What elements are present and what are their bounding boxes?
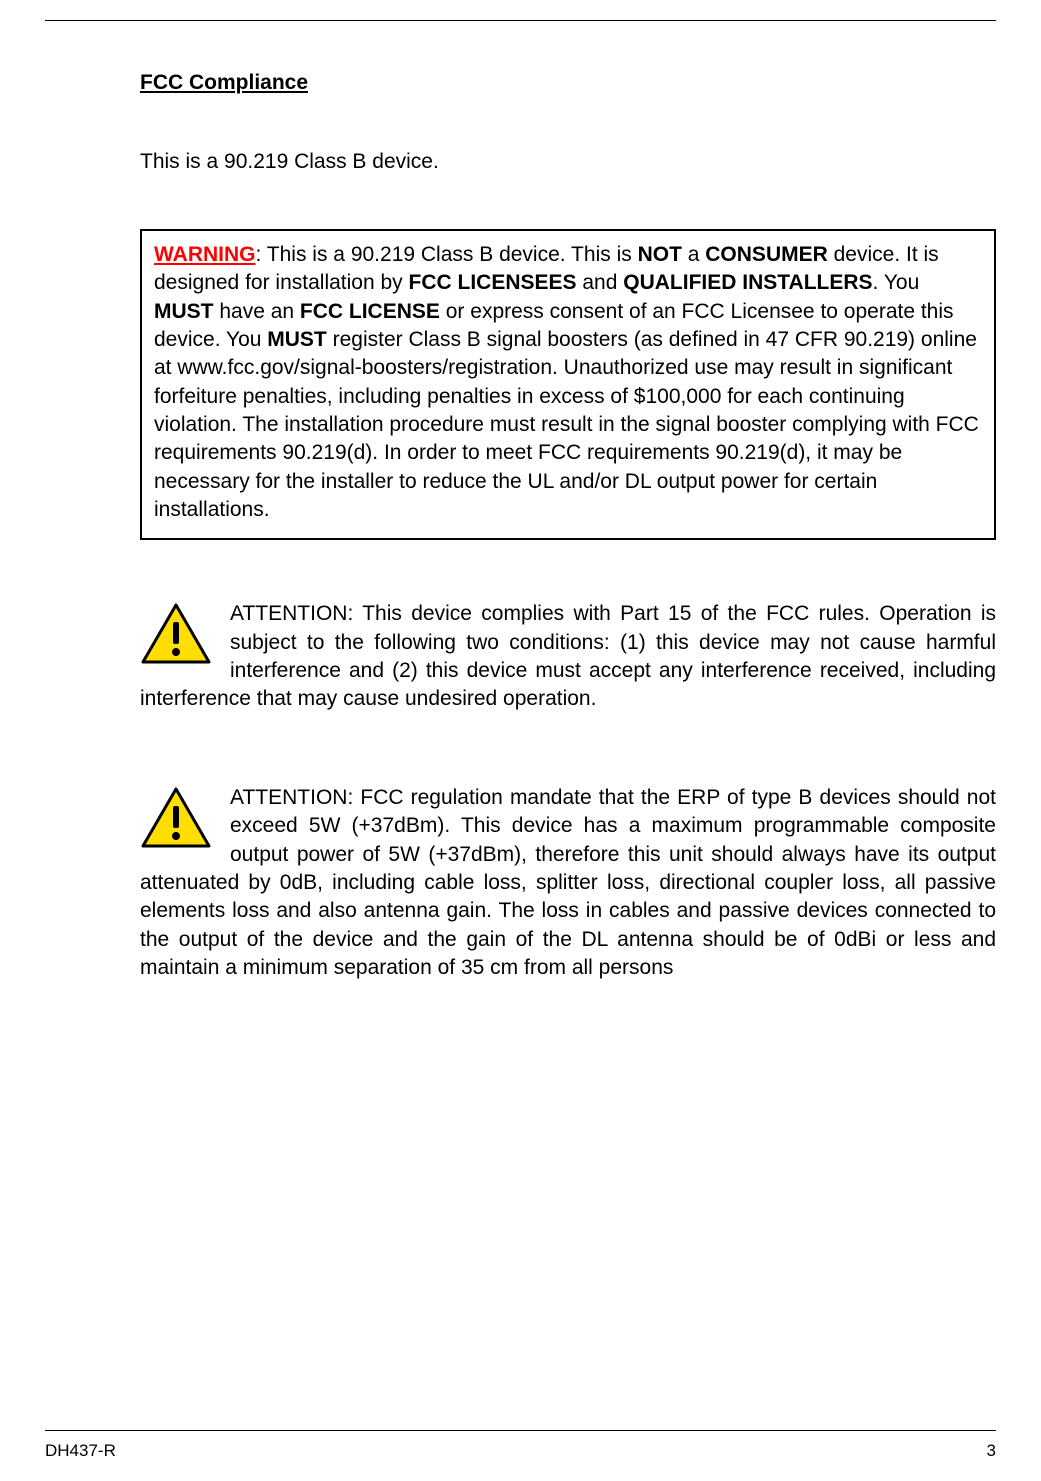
attention-text-2: ATTENTION: FCC regulation mandate that t…: [140, 786, 996, 979]
warning-b7: MUST: [267, 328, 327, 351]
warning-t5: . You: [873, 271, 920, 294]
section-title: FCC Compliance: [140, 71, 996, 95]
warning-box: WARNING: This is a 90.219 Class B device…: [140, 229, 996, 540]
warning-b5: MUST: [154, 300, 214, 323]
warning-t2: a: [682, 243, 705, 266]
warning-t6: have an: [214, 300, 300, 323]
warning-label: WARNING: [154, 243, 256, 266]
warning-t4: and: [577, 271, 624, 294]
warning-b2: CONSUMER: [705, 243, 828, 266]
attention-text-1: ATTENTION: This device complies with Par…: [140, 602, 996, 710]
attention-block-1: ATTENTION: This device complies with Par…: [140, 600, 996, 713]
warning-b6: FCC LICENSE: [300, 300, 440, 323]
attention-block-2: ATTENTION: FCC regulation mandate that t…: [140, 784, 996, 982]
warning-triangle-icon: [140, 786, 212, 858]
warning-sep: :: [256, 243, 267, 266]
top-horizontal-rule: [45, 20, 996, 21]
warning-b3: FCC LICENSEES: [409, 271, 577, 294]
page-footer: DH437-R 3: [45, 1430, 996, 1461]
warning-b4: QUALIFIED INSTALLERS: [623, 271, 872, 294]
footer-page-number: 3: [987, 1441, 996, 1461]
warning-triangle-icon: [140, 602, 212, 674]
main-content: FCC Compliance This is a 90.219 Class B …: [45, 71, 996, 1430]
intro-paragraph: This is a 90.219 Class B device.: [140, 150, 996, 174]
warning-t8: register Class B signal boosters (as def…: [154, 328, 979, 521]
warning-b1: NOT: [638, 243, 682, 266]
warning-t1: This is a 90.219 Class B device. This is: [267, 243, 638, 266]
footer-doc-id: DH437-R: [45, 1441, 116, 1461]
